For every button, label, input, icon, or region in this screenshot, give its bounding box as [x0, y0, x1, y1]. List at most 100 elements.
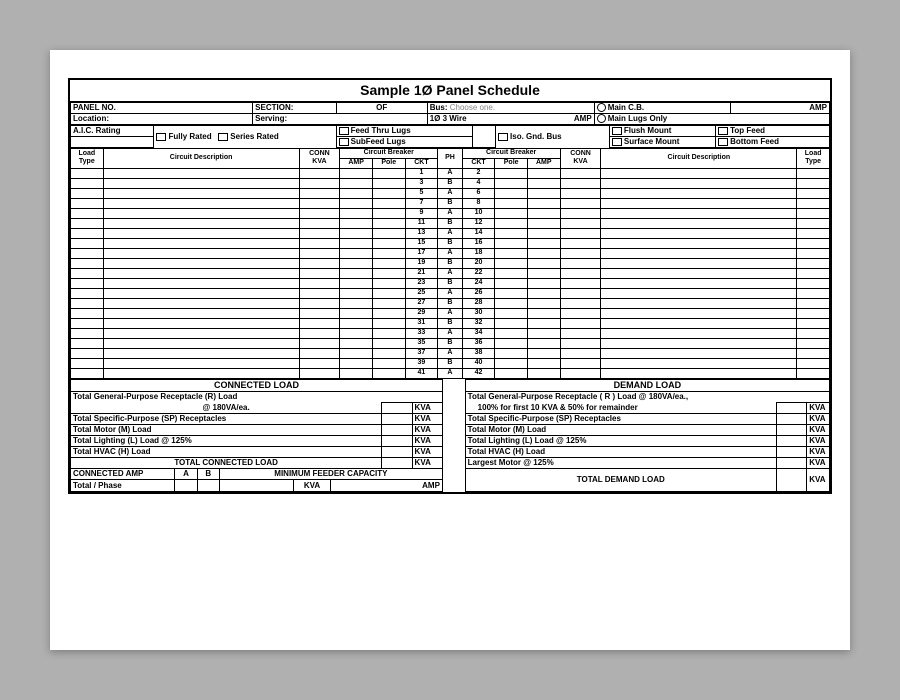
kva-r[interactable] — [560, 278, 601, 288]
kva-r[interactable] — [560, 268, 601, 278]
kva-l[interactable] — [299, 238, 340, 248]
aic-value[interactable] — [71, 136, 154, 147]
pole-r[interactable] — [495, 318, 528, 328]
desc-r[interactable] — [601, 188, 797, 198]
load-type-r[interactable] — [797, 258, 830, 268]
amp-r[interactable] — [527, 188, 560, 198]
amp-l[interactable] — [340, 368, 373, 378]
pole-l[interactable] — [372, 198, 405, 208]
amp-r[interactable] — [527, 168, 560, 178]
pole-l[interactable] — [372, 308, 405, 318]
desc-l[interactable] — [103, 278, 299, 288]
pole-r[interactable] — [495, 328, 528, 338]
amp-r[interactable] — [527, 368, 560, 378]
desc-l[interactable] — [103, 368, 299, 378]
load-type-l[interactable] — [71, 178, 104, 188]
conn-r5-val[interactable] — [382, 446, 412, 457]
load-type-l[interactable] — [71, 368, 104, 378]
desc-l[interactable] — [103, 308, 299, 318]
load-type-l[interactable] — [71, 338, 104, 348]
desc-l[interactable] — [103, 338, 299, 348]
pole-l[interactable] — [372, 288, 405, 298]
desc-r[interactable] — [601, 308, 797, 318]
load-type-l[interactable] — [71, 358, 104, 368]
dem-r2-val[interactable] — [776, 413, 806, 424]
pole-r[interactable] — [495, 188, 528, 198]
desc-l[interactable] — [103, 168, 299, 178]
load-type-r[interactable] — [797, 358, 830, 368]
amp-l[interactable] — [340, 248, 373, 258]
pole-l[interactable] — [372, 358, 405, 368]
dem-r1-val[interactable] — [776, 402, 806, 413]
pole-l[interactable] — [372, 188, 405, 198]
amp-r[interactable] — [527, 258, 560, 268]
desc-r[interactable] — [601, 168, 797, 178]
pole-r[interactable] — [495, 288, 528, 298]
checkbox-icon[interactable] — [339, 127, 349, 135]
amp-l[interactable] — [340, 238, 373, 248]
pole-l[interactable] — [372, 208, 405, 218]
load-type-l[interactable] — [71, 288, 104, 298]
amp-r[interactable] — [527, 288, 560, 298]
desc-r[interactable] — [601, 218, 797, 228]
kva-l[interactable] — [299, 328, 340, 338]
amp-l[interactable] — [340, 298, 373, 308]
load-type-l[interactable] — [71, 238, 104, 248]
pole-r[interactable] — [495, 168, 528, 178]
checkbox-icon[interactable] — [718, 138, 728, 146]
amp-r[interactable] — [527, 228, 560, 238]
pole-l[interactable] — [372, 178, 405, 188]
amp-l[interactable] — [340, 328, 373, 338]
load-type-l[interactable] — [71, 308, 104, 318]
load-type-l[interactable] — [71, 328, 104, 338]
load-type-r[interactable] — [797, 368, 830, 378]
kva-l[interactable] — [299, 228, 340, 238]
desc-l[interactable] — [103, 268, 299, 278]
load-type-l[interactable] — [71, 168, 104, 178]
kva-l[interactable] — [299, 338, 340, 348]
kva-r[interactable] — [560, 288, 601, 298]
kva-l[interactable] — [299, 308, 340, 318]
pole-r[interactable] — [495, 208, 528, 218]
load-type-r[interactable] — [797, 228, 830, 238]
dem-r4-val[interactable] — [776, 435, 806, 446]
load-type-r[interactable] — [797, 308, 830, 318]
pole-l[interactable] — [372, 298, 405, 308]
checkbox-icon[interactable] — [612, 138, 622, 146]
load-type-l[interactable] — [71, 188, 104, 198]
radio-icon[interactable] — [597, 103, 606, 112]
load-type-r[interactable] — [797, 188, 830, 198]
kva-l[interactable] — [299, 248, 340, 258]
dem-total-val[interactable] — [776, 468, 806, 491]
kva-r[interactable] — [560, 368, 601, 378]
pole-r[interactable] — [495, 178, 528, 188]
desc-r[interactable] — [601, 278, 797, 288]
conn-r4-val[interactable] — [382, 435, 412, 446]
desc-l[interactable] — [103, 238, 299, 248]
pole-r[interactable] — [495, 338, 528, 348]
kva-r[interactable] — [560, 228, 601, 238]
pole-r[interactable] — [495, 358, 528, 368]
kva-r[interactable] — [560, 238, 601, 248]
kva-r[interactable] — [560, 218, 601, 228]
load-type-r[interactable] — [797, 168, 830, 178]
desc-l[interactable] — [103, 208, 299, 218]
pole-l[interactable] — [372, 328, 405, 338]
checkbox-icon[interactable] — [218, 133, 228, 141]
desc-l[interactable] — [103, 228, 299, 238]
amp-r[interactable] — [527, 298, 560, 308]
amp-r[interactable] — [527, 178, 560, 188]
desc-l[interactable] — [103, 318, 299, 328]
amp-r[interactable] — [527, 268, 560, 278]
amp-l[interactable] — [340, 198, 373, 208]
pole-l[interactable] — [372, 278, 405, 288]
load-type-l[interactable] — [71, 278, 104, 288]
desc-r[interactable] — [601, 208, 797, 218]
kva-r[interactable] — [560, 208, 601, 218]
pole-l[interactable] — [372, 318, 405, 328]
desc-l[interactable] — [103, 328, 299, 338]
pole-l[interactable] — [372, 218, 405, 228]
kva-r[interactable] — [560, 348, 601, 358]
amp-r[interactable] — [527, 328, 560, 338]
dem-r3-val[interactable] — [776, 424, 806, 435]
